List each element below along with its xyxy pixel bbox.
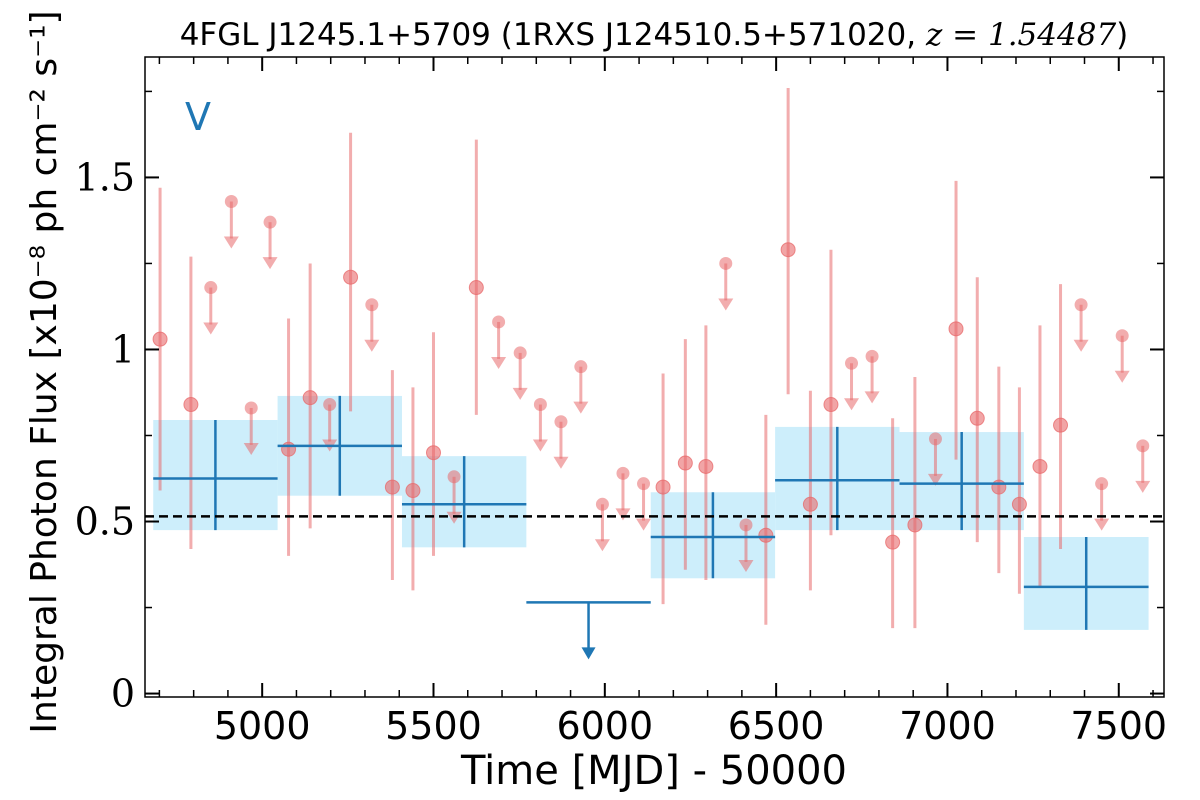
plot-frame (144, 56, 1165, 698)
x-tick-label: 6500 (728, 704, 825, 748)
upper-limit-arrowhead (1073, 339, 1089, 352)
upper-limit-arrowhead (864, 391, 880, 404)
upper-limit-point (595, 497, 609, 511)
upper-limit-point (554, 415, 568, 429)
monthly-point (655, 479, 671, 495)
monthly-point (384, 479, 400, 495)
monthly-point (948, 321, 964, 337)
upper-limit-point (928, 432, 942, 446)
upper-limit-point (224, 195, 238, 209)
upper-limit-arrowhead (1135, 480, 1151, 493)
title-text: 4FGL J1245.1+5709 (1RXS J124510.5+571020… (180, 17, 926, 53)
upper-limit-arrowhead (203, 322, 219, 335)
upper-limit-arrowhead (636, 518, 652, 531)
monthly-point (780, 242, 796, 258)
upper-limit-arrowhead (927, 473, 943, 486)
upper-limit-point (574, 360, 588, 374)
x-tick-label: 5500 (385, 704, 482, 748)
tick-labels: 5000 5500 6000 6500 7000 7500 0 0.5 1 1.5 (75, 155, 1168, 748)
upper-limit-arrowhead (532, 439, 548, 452)
upper-limit-point (719, 256, 733, 270)
upper-limit-point (1115, 329, 1129, 343)
monthly-point (698, 458, 714, 474)
monthly-point (802, 496, 818, 512)
upper-limit-arrowhead (594, 539, 610, 552)
upper-limit-arrowhead (738, 559, 754, 572)
monthly-point (343, 269, 359, 285)
upper-limit-point (1074, 298, 1088, 312)
monthly-point (281, 441, 297, 457)
upper-limit-arrowhead (491, 356, 507, 369)
upper-limit-point (263, 215, 277, 229)
upper-limit-arrowhead (1114, 370, 1130, 383)
monthly-point (1011, 496, 1027, 512)
y-tick-label: 0.5 (75, 500, 135, 544)
upper-limit-point (865, 349, 879, 363)
upper-limit-point (616, 466, 630, 480)
upper-limit-point (323, 398, 337, 412)
upper-limit-arrowhead (512, 387, 528, 400)
x-tick-label: 7500 (1070, 704, 1167, 748)
monthly-point (991, 479, 1007, 495)
upper-limit-point (1136, 439, 1150, 453)
upper-limit-arrowhead (615, 508, 631, 521)
upper-limit-point (204, 281, 218, 295)
upper-limit-arrowhead (364, 339, 380, 352)
upper-limit-arrowhead (718, 298, 734, 311)
x-axis-label: Time [MJD] - 50000 (460, 748, 847, 794)
binned-points (153, 395, 1149, 660)
monthly-points (152, 87, 1151, 629)
upper-limit-arrowhead (553, 456, 569, 469)
monthly-point (425, 445, 441, 461)
upper-limit-arrowhead (243, 442, 259, 455)
upper-limit-arrowhead (573, 401, 589, 414)
binned-upper-limit-arrowhead (581, 647, 596, 660)
monthly-point (907, 517, 923, 533)
y-tick-label: 1.5 (75, 155, 135, 199)
upper-limit-arrowhead (223, 236, 239, 249)
x-tick-label: 7000 (899, 704, 996, 748)
upper-limit-point (244, 401, 258, 415)
upper-limit-point (513, 346, 527, 360)
monthly-point (1053, 417, 1069, 433)
title-redshift: z = 1.54487 (925, 17, 1116, 53)
y-tick-label: 1 (111, 327, 135, 371)
monthly-point (1032, 458, 1048, 474)
monthly-point (885, 534, 901, 550)
upper-limit-point (739, 518, 753, 532)
title-close: ) (1116, 17, 1128, 53)
upper-limit-point (492, 315, 506, 329)
upper-limit-point (845, 356, 859, 370)
upper-limit-point (365, 298, 379, 312)
axes (144, 56, 1165, 698)
y-tick-label: 0 (111, 672, 135, 716)
upper-limit-arrowhead (844, 398, 860, 411)
upper-limit-arrowhead (1094, 518, 1110, 531)
upper-limit-arrowhead (446, 511, 462, 524)
monthly-point (183, 397, 199, 413)
monthly-point (468, 280, 484, 296)
monthly-point (152, 331, 168, 347)
monthly-point (758, 527, 774, 543)
monthly-point (969, 410, 985, 426)
monthly-point (677, 455, 693, 471)
upper-limit-point (1095, 477, 1109, 491)
monthly-point (405, 483, 421, 499)
monthly-point (823, 397, 839, 413)
x-tick-label: 6000 (556, 704, 653, 748)
upper-limit-arrowhead (262, 257, 278, 270)
monthly-point (302, 390, 318, 406)
upper-limit-point (533, 398, 547, 412)
upper-limit-point (637, 477, 651, 491)
upper-limit-point (447, 470, 461, 484)
panel-label: V (185, 95, 211, 139)
x-tick-label: 5000 (214, 704, 311, 748)
y-axis-label: Integral Photon Flux [x10⁻⁸ ph cm⁻² s⁻¹] (24, 10, 65, 733)
chart-title: 4FGL J1245.1+5709 (1RXS J124510.5+571020… (180, 17, 1129, 53)
